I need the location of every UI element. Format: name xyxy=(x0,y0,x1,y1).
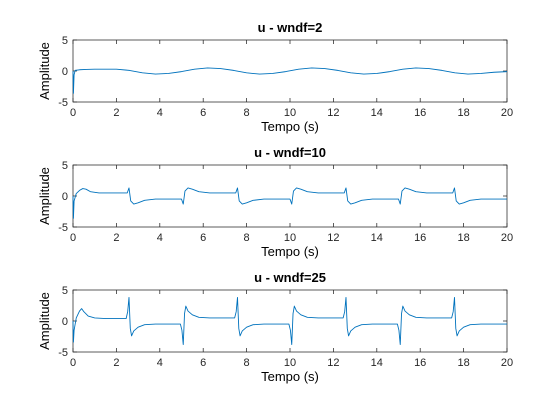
x-tick-label: 4 xyxy=(157,357,163,369)
y-tick-label: 0 xyxy=(62,191,68,203)
x-tick-label: 10 xyxy=(284,232,296,244)
x-tick-label: 12 xyxy=(327,357,339,369)
x-tick-label: 0 xyxy=(70,232,76,244)
x-tick-label: 12 xyxy=(327,232,339,244)
series-line-1 xyxy=(72,187,507,219)
y-tick-label: 5 xyxy=(62,35,68,47)
x-axis-label: Tempo (s) xyxy=(261,369,319,384)
x-tick-label: 14 xyxy=(371,357,383,369)
x-axis-label: Tempo (s) xyxy=(261,244,319,259)
y-tick-label: 5 xyxy=(62,285,68,297)
chart-title: u - wndf=2 xyxy=(258,20,323,35)
x-tick-label: 4 xyxy=(157,232,163,244)
y-tick-label: -5 xyxy=(58,97,68,109)
x-tick-label: 4 xyxy=(157,107,163,119)
y-axis-label: Amplitude xyxy=(37,167,52,225)
x-tick-label: 6 xyxy=(200,232,206,244)
x-tick-label: 18 xyxy=(457,357,469,369)
y-axis-label: Amplitude xyxy=(37,42,52,100)
x-tick-label: 2 xyxy=(113,232,119,244)
x-tick-label: 20 xyxy=(501,232,513,244)
y-tick-label: -5 xyxy=(58,222,68,234)
x-tick-label: 8 xyxy=(244,232,250,244)
plot-area xyxy=(72,289,508,353)
x-tick-label: 10 xyxy=(284,357,296,369)
y-tick-label: 5 xyxy=(62,160,68,172)
x-tick-label: 14 xyxy=(371,232,383,244)
y-axis-label: Amplitude xyxy=(37,292,52,350)
x-tick-label: 20 xyxy=(501,357,513,369)
x-tick-label: 8 xyxy=(244,107,250,119)
y-tick-label: -5 xyxy=(58,347,68,359)
x-tick-label: 2 xyxy=(113,357,119,369)
x-tick-label: 6 xyxy=(200,107,206,119)
x-tick-label: 6 xyxy=(200,357,206,369)
x-tick-label: 20 xyxy=(501,107,513,119)
x-tick-label: 16 xyxy=(414,357,426,369)
x-tick-label: 18 xyxy=(457,232,469,244)
x-tick-label: 16 xyxy=(414,107,426,119)
chart-title: u - wndf=10 xyxy=(254,145,326,160)
series-line-1 xyxy=(72,67,508,94)
x-axis-label: Tempo (s) xyxy=(261,119,319,134)
y-tick-label: 0 xyxy=(62,316,68,328)
x-tick-label: 10 xyxy=(284,107,296,119)
x-tick-label: 12 xyxy=(327,107,339,119)
y-tick-label: 0 xyxy=(62,66,68,78)
x-tick-label: 2 xyxy=(113,107,119,119)
chart-title: u - wndf=25 xyxy=(254,270,326,285)
x-tick-label: 18 xyxy=(457,107,469,119)
x-tick-label: 16 xyxy=(414,232,426,244)
x-tick-label: 0 xyxy=(70,357,76,369)
x-tick-label: 14 xyxy=(371,107,383,119)
series-line-1 xyxy=(72,296,507,346)
plot-area xyxy=(72,164,508,228)
x-tick-label: 0 xyxy=(70,107,76,119)
x-tick-label: 8 xyxy=(244,357,250,369)
